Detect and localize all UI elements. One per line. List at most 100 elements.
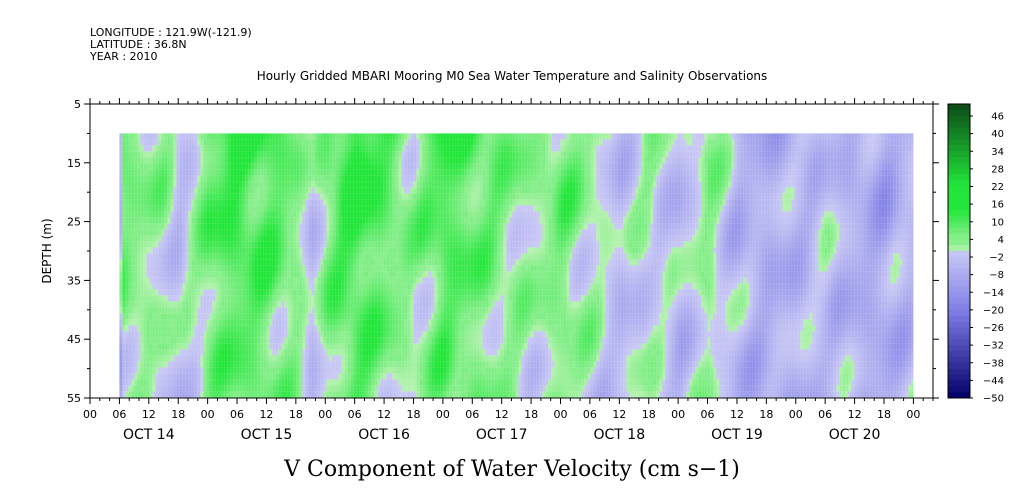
heatmap-cell xyxy=(347,133,351,140)
heatmap-cell xyxy=(338,271,342,278)
heatmap-cell xyxy=(254,373,258,380)
heatmap-cell xyxy=(236,355,240,362)
heatmap-cell xyxy=(356,253,360,260)
heatmap-cell xyxy=(308,319,312,326)
heatmap-cell xyxy=(143,151,147,158)
heatmap-cell xyxy=(446,367,450,374)
heatmap-cell xyxy=(308,391,312,398)
heatmap-cell xyxy=(263,151,267,158)
heatmap-cell xyxy=(242,163,246,170)
heatmap-cell xyxy=(350,199,354,206)
heatmap-cell xyxy=(425,163,429,170)
heatmap-cell xyxy=(215,343,219,350)
heatmap-cell xyxy=(215,289,219,296)
heatmap-cell xyxy=(347,211,351,218)
heatmap-cell xyxy=(242,349,246,356)
heatmap-cell xyxy=(209,235,213,242)
heatmap-cell xyxy=(260,151,264,158)
heatmap-cell xyxy=(125,301,129,308)
heatmap-cell xyxy=(302,205,306,212)
heatmap-cell xyxy=(398,181,402,188)
heatmap-cell xyxy=(392,145,396,152)
heatmap-cell xyxy=(125,151,129,158)
heatmap-cell xyxy=(305,217,309,224)
heatmap-cell xyxy=(368,157,372,164)
heatmap-cell xyxy=(230,163,234,170)
heatmap-cell xyxy=(377,223,381,230)
heatmap-cell xyxy=(434,343,438,350)
heatmap-cell xyxy=(155,385,159,392)
heatmap-cell xyxy=(443,163,447,170)
heatmap-cell xyxy=(404,325,408,332)
heatmap-cell xyxy=(323,235,327,242)
heatmap-cell xyxy=(410,379,414,386)
heatmap-cell xyxy=(431,151,435,158)
heatmap-cell xyxy=(233,157,237,164)
heatmap-cell xyxy=(212,367,216,374)
heatmap-cell xyxy=(374,211,378,218)
heatmap-cell xyxy=(296,289,300,296)
heatmap-cell xyxy=(338,343,342,350)
heatmap-cell xyxy=(206,181,210,188)
heatmap-cell xyxy=(284,259,288,266)
heatmap-cell xyxy=(404,133,408,140)
heatmap-cell xyxy=(377,229,381,236)
heatmap-cell xyxy=(350,253,354,260)
heatmap-cell xyxy=(236,313,240,320)
heatmap-cell xyxy=(239,247,243,254)
heatmap-cell xyxy=(404,361,408,368)
heatmap-cell xyxy=(278,139,282,146)
heatmap-cell xyxy=(281,235,285,242)
heatmap-cell xyxy=(212,379,216,386)
heatmap-cell xyxy=(404,241,408,248)
heatmap-cell xyxy=(383,313,387,320)
heatmap-cell xyxy=(422,313,426,320)
heatmap-cell xyxy=(257,313,261,320)
heatmap-cell xyxy=(278,343,282,350)
heatmap-cell xyxy=(296,157,300,164)
heatmap-cell xyxy=(188,289,192,296)
heatmap-cell xyxy=(122,205,126,212)
heatmap-cell xyxy=(422,343,426,350)
heatmap-cell xyxy=(353,205,357,212)
heatmap-cell xyxy=(197,265,201,272)
heatmap-cell xyxy=(293,289,297,296)
heatmap-cell xyxy=(449,349,453,356)
heatmap-cell xyxy=(413,295,417,302)
heatmap-cell xyxy=(311,139,315,146)
heatmap-cell xyxy=(272,283,276,290)
heatmap-cell xyxy=(356,241,360,248)
heatmap-cell xyxy=(443,331,447,338)
heatmap-cell xyxy=(254,355,258,362)
heatmap-cell xyxy=(407,277,411,284)
heatmap-cell xyxy=(335,229,339,236)
heatmap-cell xyxy=(449,379,453,386)
heatmap-cell xyxy=(251,151,255,158)
heatmap-cell xyxy=(263,157,267,164)
heatmap-cell xyxy=(353,313,357,320)
heatmap-cell xyxy=(272,217,276,224)
heatmap-cell xyxy=(410,175,414,182)
heatmap-cell xyxy=(356,193,360,200)
heatmap-cell xyxy=(155,289,159,296)
heatmap-cell xyxy=(152,187,156,194)
heatmap-cell xyxy=(287,313,291,320)
heatmap-cell xyxy=(293,193,297,200)
heatmap-cell xyxy=(203,259,207,266)
heatmap-cell xyxy=(182,181,186,188)
heatmap-cell xyxy=(194,325,198,332)
heatmap-cell xyxy=(392,277,396,284)
heatmap-cell xyxy=(431,391,435,398)
heatmap-cell xyxy=(164,343,168,350)
heatmap-cell xyxy=(167,235,171,242)
heatmap-cell xyxy=(200,337,204,344)
heatmap-cell xyxy=(137,289,141,296)
heatmap-cell xyxy=(407,313,411,320)
heatmap-cell xyxy=(395,307,399,314)
heatmap-cell xyxy=(200,181,204,188)
heatmap-cell xyxy=(449,253,453,260)
heatmap-cell xyxy=(158,319,162,326)
heatmap-cell xyxy=(245,379,249,386)
heatmap-cell xyxy=(440,259,444,266)
heatmap-cell xyxy=(329,205,333,212)
